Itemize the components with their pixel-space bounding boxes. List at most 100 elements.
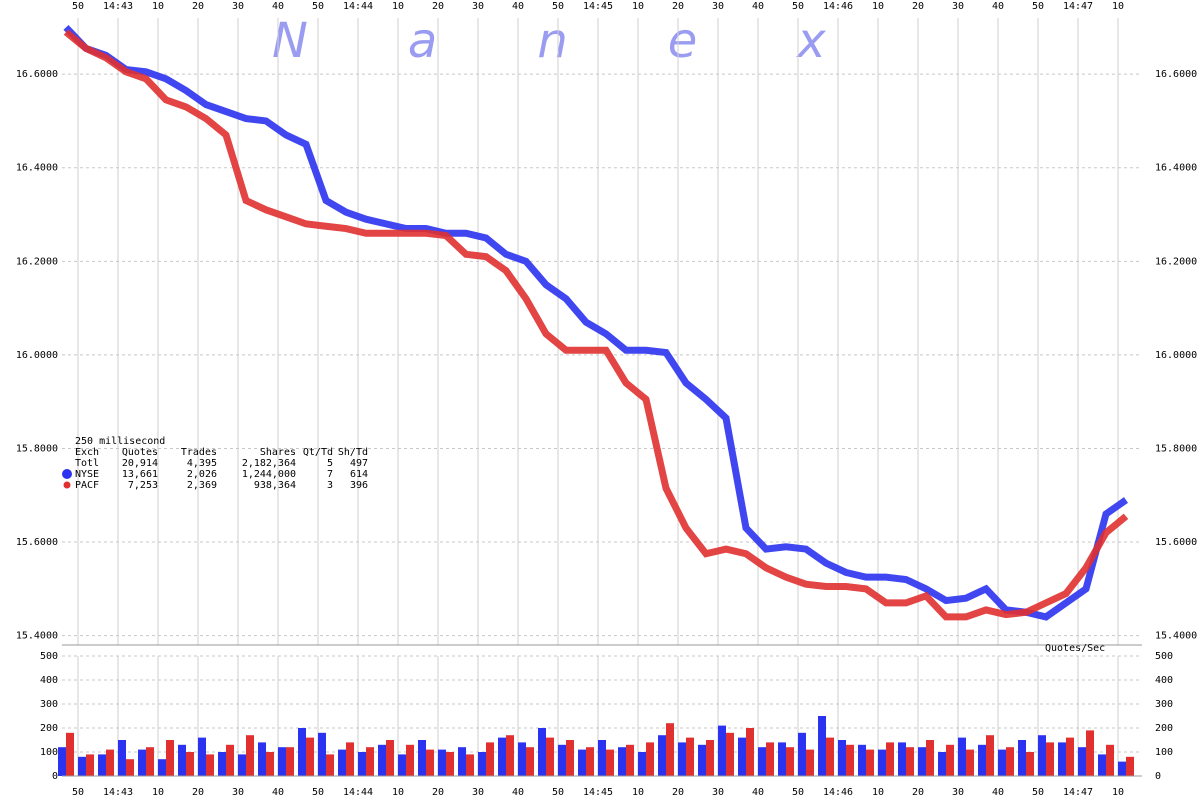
rate-bar (66, 732, 74, 776)
stats-header: Sh/Td (338, 447, 368, 458)
stats-header: Qt/Td (303, 447, 333, 458)
rate-bar (718, 725, 726, 776)
stats-cell: 396 (350, 480, 368, 491)
x-tick-label: 30 (712, 787, 724, 798)
rate-bar (266, 752, 274, 776)
y-tick-label: 400 (1155, 675, 1173, 686)
y-tick-label: 16.0000 (16, 350, 58, 361)
rate-bar (258, 742, 266, 776)
rate-bar (658, 735, 666, 776)
rate-bar (798, 732, 806, 776)
x-tick-label: 10 (392, 1, 404, 12)
rate-bar (538, 728, 546, 776)
rate-bar (506, 735, 514, 776)
rate-bar (418, 740, 426, 776)
x-tick-label: 14:47 (1063, 1, 1093, 12)
x-tick-label: 20 (432, 1, 444, 12)
x-tick-label: 10 (872, 787, 884, 798)
x-tick-label: 50 (552, 1, 564, 12)
x-tick-label: 50 (792, 787, 804, 798)
y-tick-label: 200 (40, 723, 58, 734)
rate-bar (846, 744, 854, 776)
y-tick-label: 16.6000 (1155, 69, 1197, 80)
stats-cell: 4,395 (187, 458, 217, 469)
rate-bar (1106, 744, 1114, 776)
x-tick-label: 40 (992, 787, 1004, 798)
x-tick-label: 30 (232, 1, 244, 12)
rate-bar (898, 742, 906, 776)
rate-bar (646, 742, 654, 776)
stats-cell: 7,253 (128, 480, 158, 491)
rate-bar (186, 752, 194, 776)
rate-bar (1118, 761, 1126, 776)
stats-cell: 20,914 (122, 458, 158, 469)
rate-bar (978, 744, 986, 776)
rate-bar (486, 742, 494, 776)
y-tick-label: 0 (52, 771, 58, 782)
rate-bar (838, 740, 846, 776)
x-tick-label: 14:45 (583, 787, 613, 798)
x-tick-label: 20 (912, 1, 924, 12)
rate-bar (938, 752, 946, 776)
rate-bar (986, 735, 994, 776)
x-tick-label: 20 (192, 1, 204, 12)
rate-bar (866, 749, 874, 776)
rate-bar (818, 716, 826, 776)
x-tick-label: 50 (552, 787, 564, 798)
y-tick-label: 16.2000 (1155, 256, 1197, 267)
x-tick-label: 20 (432, 787, 444, 798)
rate-bar (206, 754, 214, 776)
rate-bar (906, 747, 914, 776)
stats-cell: 2,182,364 (242, 458, 296, 469)
x-tick-label: 40 (752, 787, 764, 798)
rate-bar (398, 754, 406, 776)
y-tick-label: 300 (40, 699, 58, 710)
x-tick-label: 30 (232, 787, 244, 798)
rate-bar (386, 740, 394, 776)
rate-bar (346, 742, 354, 776)
rate-bar (86, 754, 94, 776)
rate-bar (1098, 754, 1106, 776)
x-tick-label: 14:46 (823, 787, 853, 798)
rate-bar (958, 737, 966, 776)
stats-cell: 614 (350, 469, 368, 480)
y-tick-label: 15.8000 (16, 443, 58, 454)
x-tick-label: 14:46 (823, 1, 853, 12)
legend-label: NYSE (75, 469, 99, 480)
rate-bar (626, 744, 634, 776)
rate-bar (998, 749, 1006, 776)
y-tick-label: 200 (1155, 723, 1173, 734)
rate-bar (666, 723, 674, 776)
rate-bar (138, 749, 146, 776)
x-tick-label: 10 (152, 1, 164, 12)
stats-cell: 13,661 (122, 469, 158, 480)
y-tick-label: 16.6000 (16, 69, 58, 80)
rate-bar (806, 749, 814, 776)
x-tick-label: 40 (752, 1, 764, 12)
rate-bar (598, 740, 606, 776)
x-tick-label: 10 (632, 1, 644, 12)
x-tick-label: 14:43 (103, 787, 133, 798)
rate-bar (706, 740, 714, 776)
rate-bar (378, 744, 386, 776)
rate-bar (678, 742, 686, 776)
rate-bar (406, 744, 414, 776)
legend-marker (63, 481, 71, 489)
rate-bar (1078, 747, 1086, 776)
x-tick-label: 10 (392, 787, 404, 798)
rate-bar (766, 742, 774, 776)
rate-bar (858, 744, 866, 776)
rate-bar (606, 749, 614, 776)
rate-bar (298, 728, 306, 776)
rate-bar (126, 759, 134, 776)
stats-header: Exch (75, 447, 99, 458)
x-tick-label: 40 (512, 787, 524, 798)
x-tick-label: 10 (632, 787, 644, 798)
x-tick-label: 40 (272, 1, 284, 12)
rate-bar (238, 754, 246, 776)
stats-interval: 250 millisecond (75, 436, 165, 447)
y-tick-label: 500 (40, 651, 58, 662)
price-band (63, 29, 1129, 621)
rate-bar (686, 737, 694, 776)
